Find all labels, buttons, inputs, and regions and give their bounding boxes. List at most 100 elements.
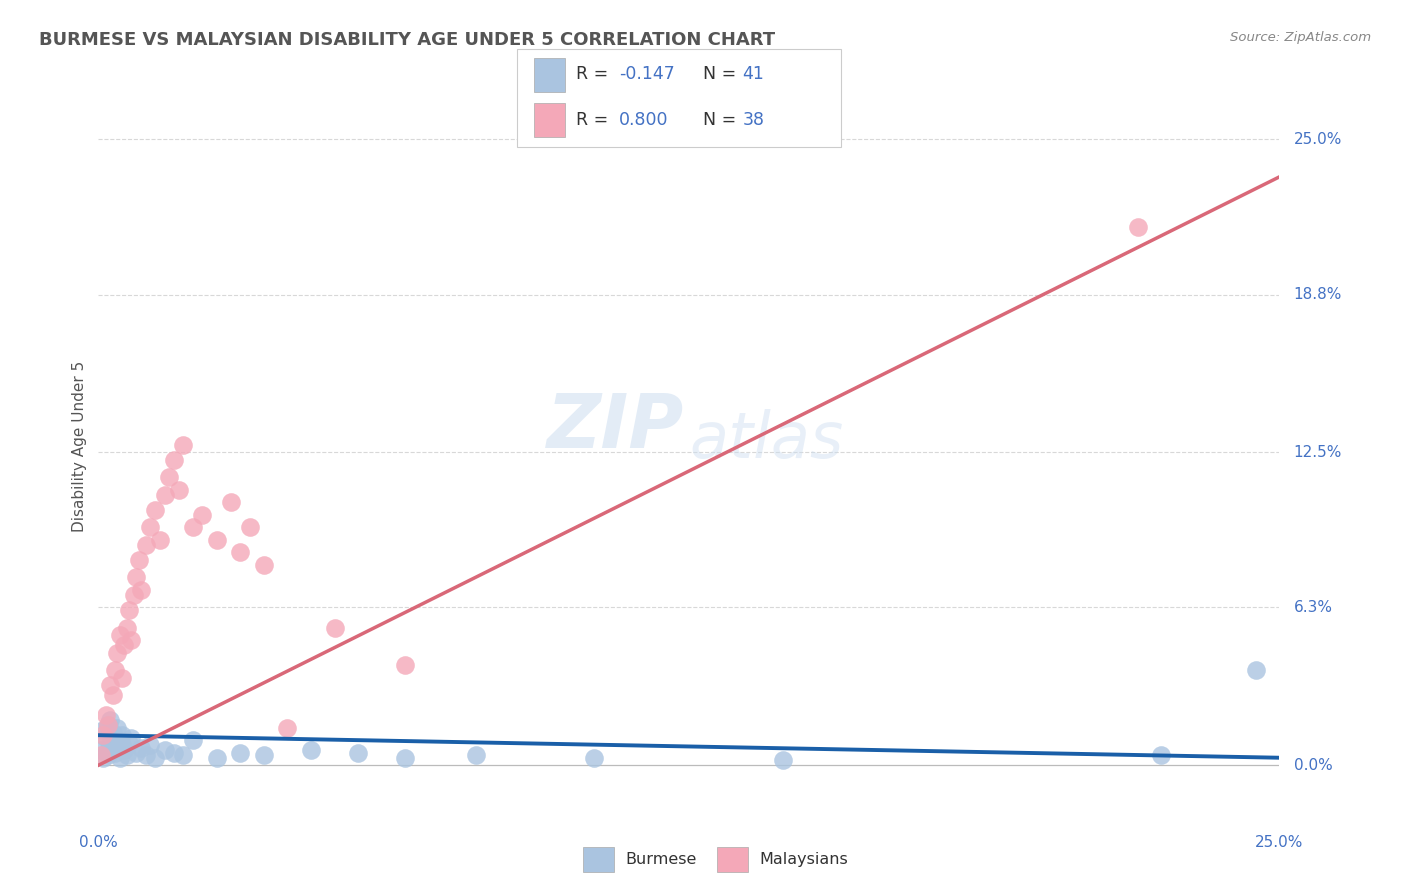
- Point: [181, 520, 204, 534]
- Text: Burmese: Burmese: [626, 853, 697, 867]
- Point: [1244, 663, 1267, 677]
- Point: [299, 743, 322, 757]
- Point: [90, 748, 112, 763]
- Point: [111, 728, 134, 742]
- Point: [149, 533, 172, 547]
- Point: [139, 520, 162, 534]
- Point: [129, 740, 152, 755]
- Text: 6.3%: 6.3%: [1294, 600, 1333, 615]
- Y-axis label: Disability Age Under 5: Disability Age Under 5: [72, 360, 87, 532]
- Point: [115, 748, 138, 763]
- Point: [229, 545, 252, 559]
- Point: [143, 750, 166, 764]
- Point: [122, 588, 145, 602]
- Point: [323, 621, 346, 635]
- Text: 25.0%: 25.0%: [1294, 132, 1341, 147]
- Point: [163, 452, 186, 467]
- Point: [157, 470, 180, 484]
- Point: [163, 746, 186, 760]
- Text: 0.0%: 0.0%: [1294, 757, 1333, 772]
- Point: [167, 483, 190, 497]
- Point: [153, 743, 176, 757]
- Point: [94, 746, 117, 760]
- Point: [97, 748, 120, 763]
- Text: BURMESE VS MALAYSIAN DISABILITY AGE UNDER 5 CORRELATION CHART: BURMESE VS MALAYSIAN DISABILITY AGE UNDE…: [39, 31, 776, 49]
- Point: [253, 558, 276, 572]
- Point: [97, 718, 120, 732]
- Point: [101, 688, 124, 702]
- Point: [772, 753, 794, 767]
- Text: N =: N =: [703, 111, 742, 128]
- Point: [91, 728, 114, 742]
- Point: [139, 738, 162, 752]
- Text: 0.0%: 0.0%: [79, 835, 118, 850]
- Point: [118, 736, 141, 750]
- Point: [394, 658, 416, 673]
- Point: [128, 553, 150, 567]
- Point: [104, 663, 127, 677]
- Point: [111, 738, 134, 752]
- Point: [98, 713, 121, 727]
- Point: [276, 721, 298, 735]
- Point: [112, 638, 135, 652]
- Point: [97, 718, 120, 732]
- Point: [108, 750, 131, 764]
- Text: -0.147: -0.147: [619, 64, 675, 83]
- Point: [94, 731, 117, 745]
- Point: [105, 721, 128, 735]
- Point: [125, 570, 148, 584]
- Point: [153, 488, 176, 502]
- Point: [583, 750, 606, 764]
- Point: [229, 746, 252, 760]
- Point: [239, 520, 262, 534]
- Point: [108, 628, 131, 642]
- Text: atlas: atlas: [689, 409, 844, 471]
- Text: Malaysians: Malaysians: [759, 853, 848, 867]
- Point: [1150, 748, 1173, 763]
- Point: [394, 750, 416, 764]
- Point: [172, 438, 194, 452]
- Text: R =: R =: [576, 111, 614, 128]
- Text: 25.0%: 25.0%: [1256, 835, 1303, 850]
- Point: [98, 736, 121, 750]
- Point: [101, 740, 124, 755]
- Point: [118, 603, 141, 617]
- Text: Source: ZipAtlas.com: Source: ZipAtlas.com: [1230, 31, 1371, 45]
- Text: R =: R =: [576, 64, 614, 83]
- Text: 41: 41: [742, 64, 765, 83]
- Point: [105, 733, 128, 747]
- Point: [135, 538, 157, 552]
- Point: [111, 671, 134, 685]
- Point: [143, 503, 166, 517]
- Point: [115, 621, 138, 635]
- Point: [121, 633, 143, 648]
- Point: [98, 678, 121, 692]
- Text: 18.8%: 18.8%: [1294, 287, 1341, 302]
- Point: [94, 708, 117, 723]
- Text: 12.5%: 12.5%: [1294, 445, 1341, 459]
- Point: [172, 748, 194, 763]
- Point: [205, 750, 228, 764]
- Text: 0.800: 0.800: [619, 111, 668, 128]
- Point: [104, 746, 127, 760]
- Text: 38: 38: [742, 111, 765, 128]
- Point: [191, 508, 214, 522]
- Point: [112, 743, 135, 757]
- Point: [90, 743, 112, 757]
- Point: [253, 748, 276, 763]
- Point: [205, 533, 228, 547]
- Point: [125, 746, 148, 760]
- Point: [101, 725, 124, 739]
- Point: [219, 495, 242, 509]
- Point: [129, 582, 152, 597]
- Point: [91, 723, 114, 738]
- Point: [135, 748, 157, 763]
- Point: [1126, 219, 1149, 234]
- Point: [91, 750, 114, 764]
- Point: [121, 731, 143, 745]
- Point: [465, 748, 488, 763]
- Text: ZIP: ZIP: [547, 391, 685, 464]
- Point: [181, 733, 204, 747]
- Point: [347, 746, 370, 760]
- Point: [105, 646, 128, 660]
